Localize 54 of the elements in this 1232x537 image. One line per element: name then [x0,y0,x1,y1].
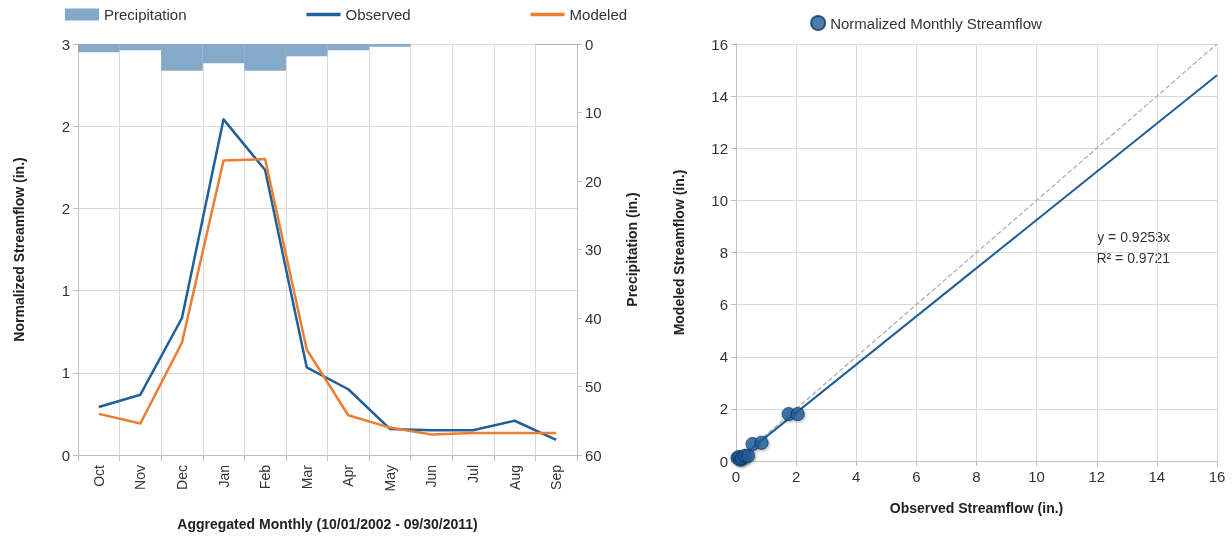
legend-label: Normalized Monthly Streamflow [830,14,1043,32]
x-tick-label: Oct [90,464,107,487]
x-tick-label: May [381,465,398,492]
legend-label: Observed [345,6,411,23]
x-tick-label: 0 [731,468,741,485]
y-tick-label: 2 [61,199,70,217]
y-tick-label: 16 [711,35,728,53]
y2-tick-label: 20 [585,172,602,190]
y-tick-label: 0 [61,446,70,464]
x-tick-label: Feb [257,464,274,490]
y2-tick-label: 40 [585,309,602,327]
y-tick-label: 8 [719,244,728,261]
y2-tick-label: 60 [585,446,602,464]
y-tick-label: 14 [711,87,728,105]
y-tick-label: 1 [61,282,70,300]
x-tick-label: Jan [215,465,232,488]
x-tick-label: Nov [132,465,149,490]
y-tick-label: 10 [711,191,728,209]
x-tick-label: Apr [340,464,357,487]
annotation: y = 0.9253x [1097,229,1171,245]
x-tick-label: 12 [1088,468,1106,485]
y2-tick-label: 10 [585,104,602,121]
x-tick-label: 14 [1148,468,1166,485]
y2-tick-label: 50 [585,378,602,395]
x-tick-label: Aug [506,465,523,490]
x-tick-label: 16 [1208,468,1226,485]
x-tick-label: Dec [173,465,190,490]
y-tick-label: 12 [711,139,728,157]
y2-axis-title: Precipitation (in.) [624,192,640,307]
y-axis-title: Modeled Streamflow (in.) [671,169,687,336]
y-tick-label: 2 [719,400,728,418]
y-tick-label: 4 [719,348,728,366]
y-tick-label: 3 [61,35,70,53]
x-tick-label: 4 [852,468,861,485]
y-tick-label: 1 [61,364,70,382]
x-axis-title: Aggregated Monthly (10/01/2002 - 09/30/2011) [177,516,478,532]
x-tick-label: Sep [548,464,565,490]
x-tick-label: 10 [1028,468,1045,485]
x-tick-label: 8 [972,468,981,485]
x-tick-label: Jun [423,465,440,488]
x-tick-label: Mar [298,464,315,490]
y2-tick-label: 0 [585,35,594,53]
annotation: R² = 0.9721 [1096,250,1171,266]
legend-label: Precipitation [104,6,187,23]
y-axis-title: Normalized Streamflow (in.) [11,157,27,342]
x-tick-label: 6 [912,468,921,485]
x-tick-label: 2 [791,468,801,485]
y-tick-label: 0 [719,452,728,470]
x-axis-title: Observed Streamflow (in.) [889,500,1064,516]
y2-tick-label: 30 [585,241,602,258]
x-tick-label: Jul [465,465,482,483]
y-tick-label: 6 [719,296,728,314]
legend-label: Modeled [569,6,628,23]
y-tick-label: 2 [61,117,70,135]
